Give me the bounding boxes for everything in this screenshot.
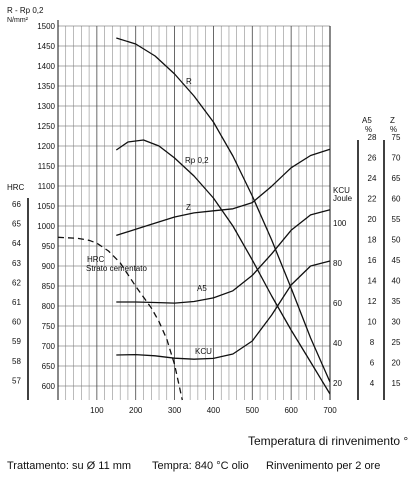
tick-label-hrc: 65 <box>12 220 21 229</box>
footer-rinvenimento: Rinvenimento per 2 ore <box>266 460 381 472</box>
tick-label-a5: 4 <box>370 379 375 388</box>
tick-label-a5: 18 <box>368 236 377 245</box>
curve-label-r: R <box>186 77 192 86</box>
tick-label-a5: 26 <box>368 154 377 163</box>
a5-axis-label: A5 <box>362 116 372 125</box>
z-axis-unit: % <box>390 125 397 134</box>
tick-label-strength: 1250 <box>37 122 55 131</box>
tick-label-hrc: 64 <box>12 239 21 248</box>
tick-label-z: 25 <box>392 338 401 347</box>
hrc-axis-label: HRC <box>7 183 25 192</box>
tick-label-strength: 1350 <box>37 82 55 91</box>
tick-label-hrc: 63 <box>12 259 21 268</box>
tick-label-strength: 950 <box>42 242 56 251</box>
curve-r <box>116 37 331 383</box>
x-axis-caption: Temperatura di rinvenimento °C <box>248 434 408 448</box>
curve-label-a5: A5 <box>197 284 207 293</box>
tick-label-z: 55 <box>392 215 401 224</box>
tick-label-z: 70 <box>392 154 401 163</box>
tick-label-z: 45 <box>392 256 401 265</box>
tick-label-a5: 8 <box>370 338 375 347</box>
curve-label-kcu: KCU <box>195 347 212 356</box>
tick-label-x: 600 <box>284 406 298 415</box>
curves <box>57 37 331 401</box>
tick-label-hrc: 57 <box>12 376 21 385</box>
tick-label-strength: 1000 <box>37 222 55 231</box>
tick-label-strength: 650 <box>42 362 56 371</box>
tick-label-kcu: 20 <box>333 379 342 388</box>
strength-axis-unit: N/mm² <box>7 17 29 24</box>
tick-label-z: 50 <box>392 236 401 245</box>
tick-label-strength: 900 <box>42 262 56 271</box>
axes: 6006507007508008509009501000105011001150… <box>7 6 401 415</box>
tick-label-kcu: 40 <box>333 339 342 348</box>
tick-label-strength: 1300 <box>37 102 55 111</box>
tick-label-x: 700 <box>323 406 337 415</box>
tick-label-hrc: 58 <box>12 357 21 366</box>
tick-label-strength: 1100 <box>38 182 56 191</box>
tick-label-strength: 1150 <box>38 162 56 171</box>
a5-axis-unit: % <box>365 125 372 134</box>
tick-label-kcu: 100 <box>333 219 347 228</box>
tick-label-strength: 600 <box>42 382 56 391</box>
z-axis-label: Z <box>390 116 395 125</box>
curve-z <box>116 148 331 237</box>
curve-label-hrc: HRC <box>87 255 105 264</box>
tick-label-a5: 28 <box>368 133 377 142</box>
strength-axis-label: R - Rp 0,2 <box>7 6 44 15</box>
tick-label-a5: 20 <box>368 215 377 224</box>
curve-label-z: Z <box>186 203 191 212</box>
tick-label-a5: 24 <box>368 174 377 183</box>
tick-label-strength: 850 <box>42 282 56 291</box>
tick-label-hrc: 62 <box>12 278 21 287</box>
tick-label-strength: 1450 <box>37 42 55 51</box>
tick-label-x: 200 <box>129 406 143 415</box>
tick-label-z: 30 <box>392 318 401 327</box>
curve-a5 <box>116 209 331 304</box>
tick-label-z: 60 <box>392 195 401 204</box>
kcu-axis-label: KCU <box>333 186 350 195</box>
kcu-axis-unit: Joule <box>333 194 353 203</box>
tick-label-strength: 1500 <box>37 22 55 31</box>
tick-label-a5: 22 <box>368 195 377 204</box>
tick-label-x: 400 <box>207 406 221 415</box>
tick-label-x: 500 <box>246 406 260 415</box>
curve-hrc <box>57 236 183 401</box>
tick-label-x: 100 <box>90 406 104 415</box>
tick-label-a5: 12 <box>368 297 377 306</box>
tick-label-z: 65 <box>392 174 401 183</box>
tick-label-a5: 16 <box>368 256 377 265</box>
tick-label-hrc: 59 <box>12 337 21 346</box>
tick-label-z: 75 <box>392 133 401 142</box>
footer-treatment: Trattamento: su Ø 11 mm <box>7 460 132 472</box>
tick-label-z: 15 <box>392 379 401 388</box>
tick-label-strength: 800 <box>42 302 56 311</box>
tick-label-kcu: 80 <box>333 259 342 268</box>
tick-label-x: 300 <box>168 406 182 415</box>
curve-label-rp-0-2: Rp 0,2 <box>185 156 209 165</box>
annotation-strato-cementato: Strato cementato <box>86 264 147 273</box>
tick-label-a5: 6 <box>370 359 375 368</box>
tick-label-z: 40 <box>392 277 401 286</box>
tick-label-strength: 1050 <box>37 202 55 211</box>
tick-label-a5: 14 <box>368 277 377 286</box>
tick-label-strength: 750 <box>42 322 56 331</box>
tick-label-strength: 1200 <box>37 142 55 151</box>
tick-label-hrc: 61 <box>12 298 21 307</box>
tick-label-strength: 700 <box>42 342 56 351</box>
tick-label-z: 20 <box>392 359 401 368</box>
footer-tempra: Tempra: 840 °C olio <box>152 460 249 472</box>
tick-label-hrc: 66 <box>12 200 21 209</box>
tick-label-z: 35 <box>392 297 401 306</box>
tick-label-kcu: 60 <box>333 299 342 308</box>
tick-label-strength: 1400 <box>37 62 55 71</box>
curve-kcu <box>116 260 331 360</box>
curve-rp-0-2 <box>115 139 331 395</box>
tick-label-a5: 10 <box>368 318 377 327</box>
tick-label-hrc: 60 <box>12 318 21 327</box>
plot-grid <box>57 20 331 400</box>
